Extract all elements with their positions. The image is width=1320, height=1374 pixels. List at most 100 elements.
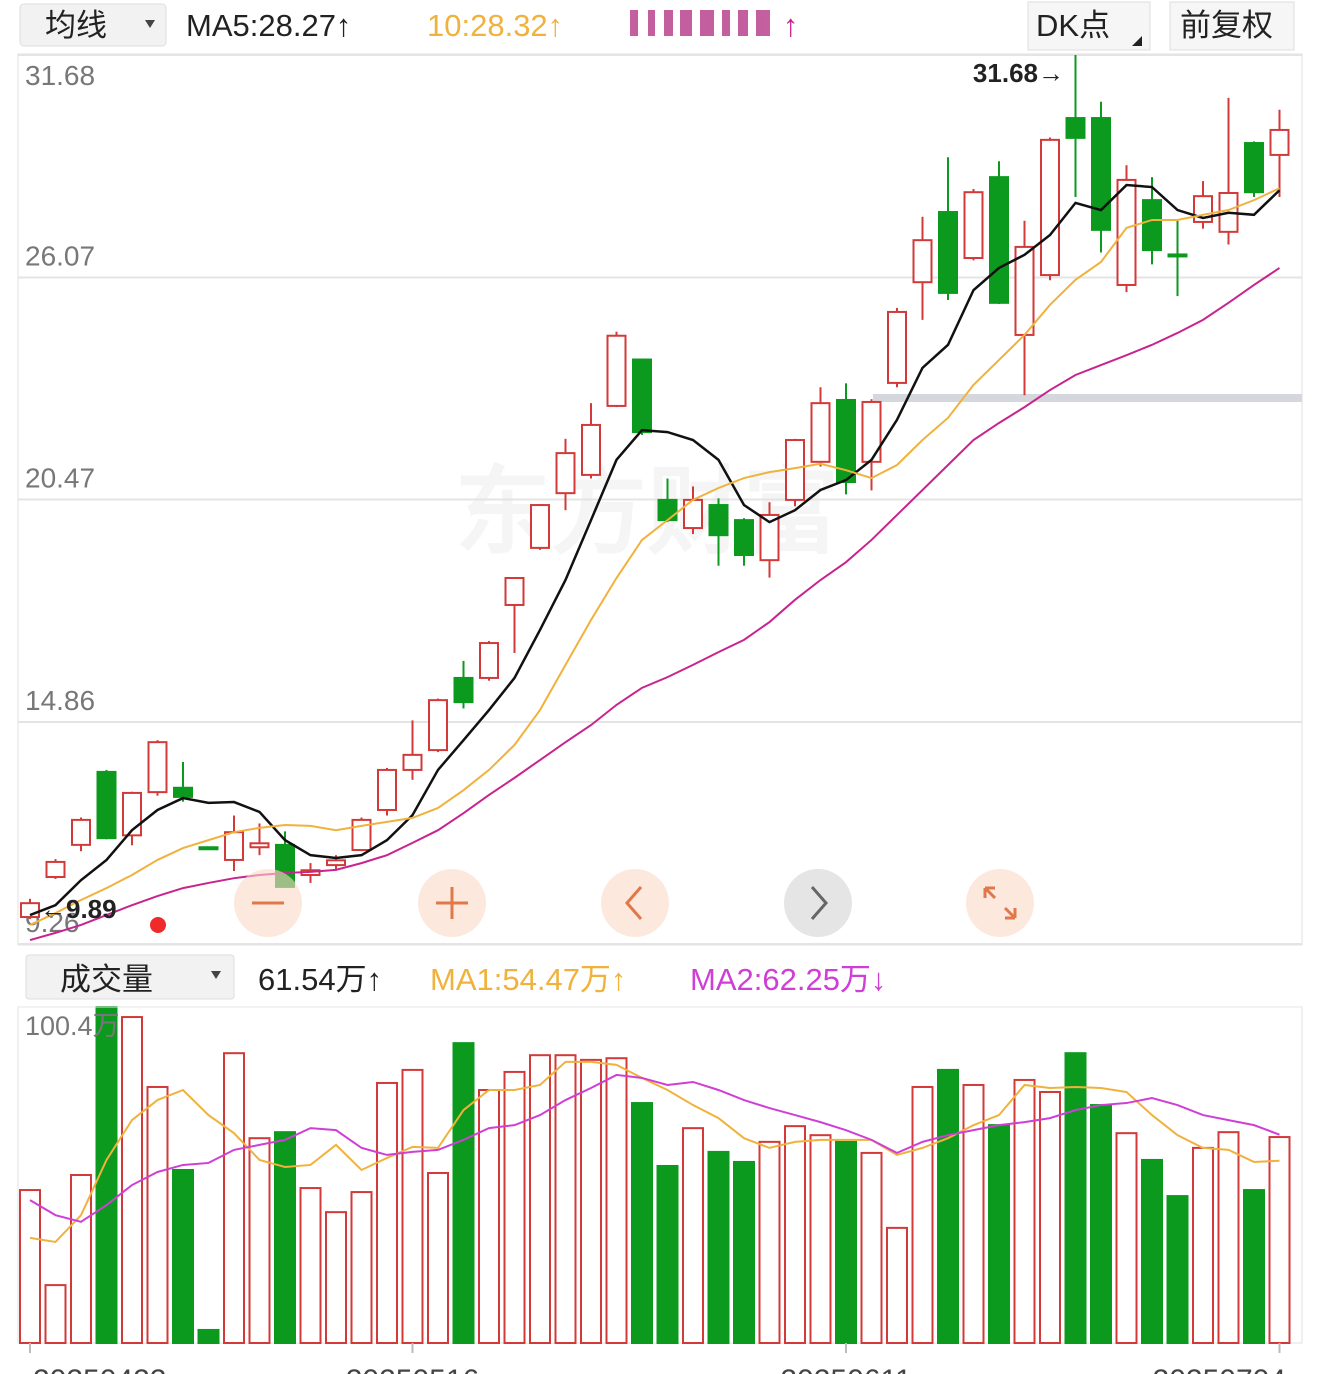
vol-ma1-legend: MA1:54.47万↑ <box>430 962 626 997</box>
volume-bar <box>835 1140 857 1344</box>
prev-button[interactable] <box>601 869 669 937</box>
volume-bar <box>529 1054 551 1345</box>
left-icon <box>625 886 643 920</box>
high-marker: 31.68→ <box>973 58 1064 88</box>
volume-bar <box>70 1174 92 1344</box>
x-tick-label: 20250704 <box>1153 1364 1286 1374</box>
candle-body <box>989 176 1009 304</box>
ma-line <box>29 183 1281 917</box>
candle-body <box>1014 245 1035 336</box>
volume-bar <box>1090 1104 1112 1345</box>
candle-body <box>657 498 678 522</box>
candle-body <box>1116 178 1137 286</box>
candle-body <box>734 519 754 557</box>
candle-body <box>173 786 193 798</box>
candle-body <box>504 577 525 606</box>
volume-bar <box>605 1057 628 1345</box>
volume-bar <box>784 1125 806 1344</box>
x-tick-label: 20250611 <box>780 1364 911 1374</box>
dropdown-arrow <box>211 971 221 979</box>
dk-button[interactable] <box>1027 1 1151 51</box>
volume-bar <box>707 1150 730 1344</box>
candle-body <box>1244 142 1264 194</box>
volume-bar <box>988 1124 1010 1345</box>
candle-body <box>555 452 576 495</box>
ma-line <box>29 267 1281 941</box>
volume-bar <box>1268 1136 1291 1345</box>
x-tick-label: 20250422 <box>33 1364 166 1374</box>
indicator-dropdown[interactable] <box>19 3 167 47</box>
candle-body <box>224 831 244 861</box>
volume-bar <box>758 1140 781 1344</box>
candle-body <box>377 768 397 811</box>
candle-body <box>632 358 652 434</box>
vol-ma2-legend: MA2:62.25万↓ <box>690 962 886 997</box>
y-tick-label: 26.07 <box>25 240 95 271</box>
ma5-legend: MA5:28.27↑ <box>186 8 351 43</box>
candle-body <box>122 791 142 837</box>
ma10-legend: 10:28.32↑ <box>427 8 563 43</box>
candle-body <box>1167 253 1188 258</box>
ma20-arrow: ↑ <box>783 8 799 43</box>
volume-bar <box>1217 1131 1240 1344</box>
volume-bar <box>886 1226 908 1344</box>
adjust-button[interactable] <box>1169 1 1295 51</box>
dk-label: DK点 <box>1036 8 1110 43</box>
volume-bar <box>223 1052 245 1344</box>
expand-icon <box>983 886 1017 920</box>
next-button[interactable] <box>784 869 852 937</box>
volume-bar <box>733 1160 755 1345</box>
volume-bar <box>376 1081 398 1344</box>
candle-body <box>810 402 831 463</box>
volume-bar <box>911 1085 934 1344</box>
candle-body <box>759 513 780 562</box>
volume-bar <box>937 1068 959 1345</box>
x-tick-label: 20250516 <box>346 1364 479 1374</box>
ma-line <box>29 1060 1280 1243</box>
candle-body <box>963 191 984 260</box>
candle-body <box>887 310 907 384</box>
volume-bar <box>656 1164 679 1344</box>
volume-bar <box>44 1284 67 1345</box>
y-tick-label: 100.4万 <box>25 1011 120 1041</box>
candle-body <box>708 504 729 537</box>
volume-bar <box>197 1328 220 1345</box>
volume-bar <box>248 1137 271 1344</box>
volume-bar <box>1115 1132 1138 1345</box>
plus-icon <box>436 887 468 919</box>
volume-bar <box>962 1083 985 1344</box>
volume-bar <box>860 1151 883 1344</box>
candle-body <box>428 699 448 752</box>
volume-bar <box>1013 1078 1036 1344</box>
volume-bar <box>19 1189 41 1345</box>
indicator-label: 均线 <box>45 8 107 43</box>
candle-body <box>861 400 882 463</box>
candle-body <box>1065 117 1086 139</box>
volume-dropdown[interactable] <box>25 954 235 1000</box>
volume-bar <box>1064 1052 1087 1344</box>
volume-bar <box>452 1042 475 1344</box>
candle-body <box>96 770 117 840</box>
volume-bar <box>401 1068 424 1345</box>
volume-bar <box>503 1070 526 1344</box>
volume-bar <box>809 1134 832 1344</box>
event-dot <box>150 917 166 933</box>
volume-bar <box>1039 1091 1061 1345</box>
fullscreen-button[interactable] <box>966 869 1034 937</box>
volume-bar <box>1141 1158 1163 1344</box>
ma-line <box>29 1073 1280 1223</box>
volume-bar <box>427 1171 449 1345</box>
volume-bar <box>325 1211 347 1345</box>
volume-legend: 61.54万↑ <box>258 962 382 997</box>
volume-bar <box>580 1058 602 1344</box>
candle-body <box>530 504 550 549</box>
candle-body <box>249 842 270 849</box>
adjust-label: 前复权 <box>1180 8 1273 43</box>
volume-bar <box>121 1016 143 1344</box>
candle-body <box>836 398 856 484</box>
overlay-controls <box>150 869 1034 937</box>
right-icon <box>810 886 828 920</box>
reference-bar <box>873 394 1302 402</box>
